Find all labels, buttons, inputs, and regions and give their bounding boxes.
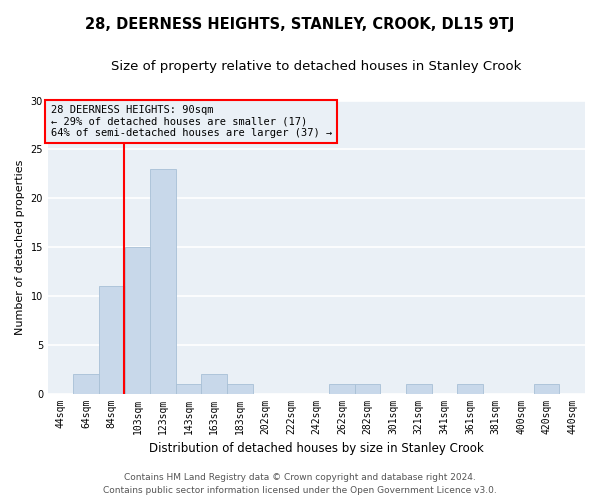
Bar (227, 384, 253, 394)
X-axis label: Distribution of detached houses by size in Stanley Crook: Distribution of detached houses by size … (149, 442, 484, 455)
Bar (355, 384, 380, 394)
Bar (125, 247, 150, 394)
Bar (150, 169, 176, 394)
Y-axis label: Number of detached properties: Number of detached properties (15, 160, 25, 334)
Bar (457, 384, 482, 394)
Bar (534, 384, 559, 394)
Bar (202, 374, 227, 394)
Bar (176, 384, 202, 394)
Bar (99, 286, 125, 394)
Text: 28, DEERNESS HEIGHTS, STANLEY, CROOK, DL15 9TJ: 28, DEERNESS HEIGHTS, STANLEY, CROOK, DL… (85, 18, 515, 32)
Text: 28 DEERNESS HEIGHTS: 90sqm
← 29% of detached houses are smaller (17)
64% of semi: 28 DEERNESS HEIGHTS: 90sqm ← 29% of deta… (50, 105, 332, 138)
Text: Contains HM Land Registry data © Crown copyright and database right 2024.
Contai: Contains HM Land Registry data © Crown c… (103, 474, 497, 495)
Bar (73, 374, 99, 394)
Bar (329, 384, 355, 394)
Bar (406, 384, 431, 394)
Title: Size of property relative to detached houses in Stanley Crook: Size of property relative to detached ho… (111, 60, 521, 73)
